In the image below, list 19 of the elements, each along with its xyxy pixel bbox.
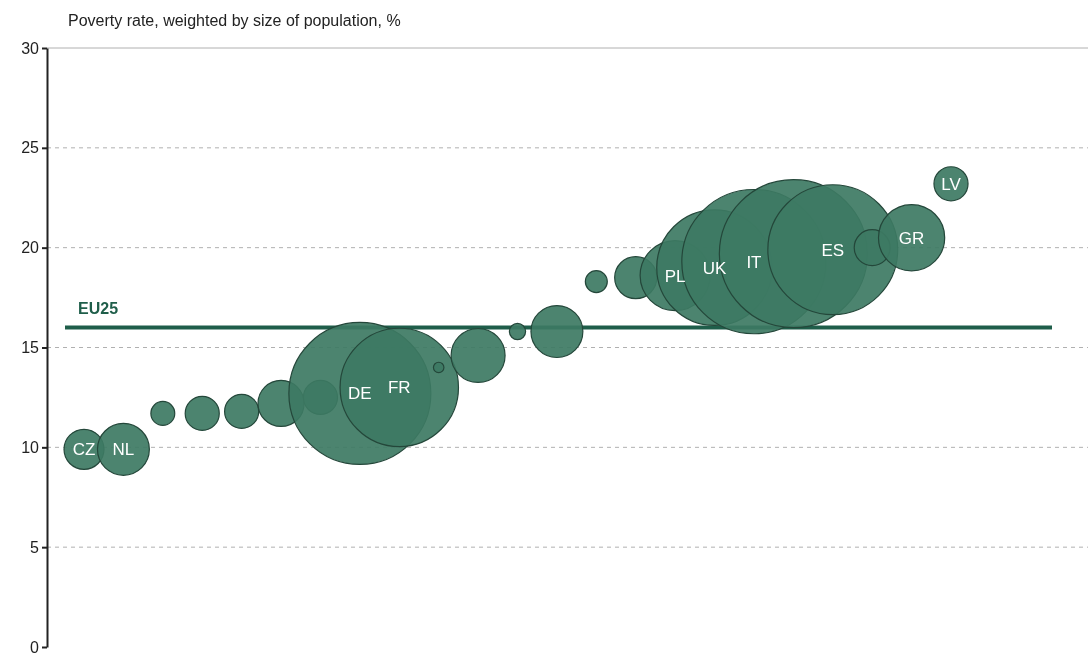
y-tick-label: 25	[21, 139, 40, 157]
y-tick-label: 20	[21, 239, 40, 257]
x-tick-label: GR	[898, 228, 925, 248]
x-tick-label: CZ	[72, 440, 96, 460]
y-tick-label: 15	[21, 339, 40, 357]
x-tick-label: NL	[112, 440, 135, 460]
y-tick-label: 0	[30, 638, 40, 656]
ref-line-label: EU25	[78, 299, 119, 317]
x-tick-label: ES	[821, 240, 845, 260]
y-axis-title: Poverty rate, weighted by size of population, %	[68, 12, 401, 29]
x-tick-label: FR	[387, 378, 411, 398]
y-tick-label: 10	[21, 438, 40, 456]
x-tick-label: LV	[941, 174, 962, 194]
x-tick-label: IT	[746, 252, 762, 272]
y-tick-label: 5	[30, 538, 40, 556]
y-tick-label: 30	[21, 39, 40, 57]
x-tick-label: UK	[702, 258, 728, 278]
x-tick-label: DE	[348, 384, 372, 404]
x-tick-label: PL	[664, 266, 686, 286]
